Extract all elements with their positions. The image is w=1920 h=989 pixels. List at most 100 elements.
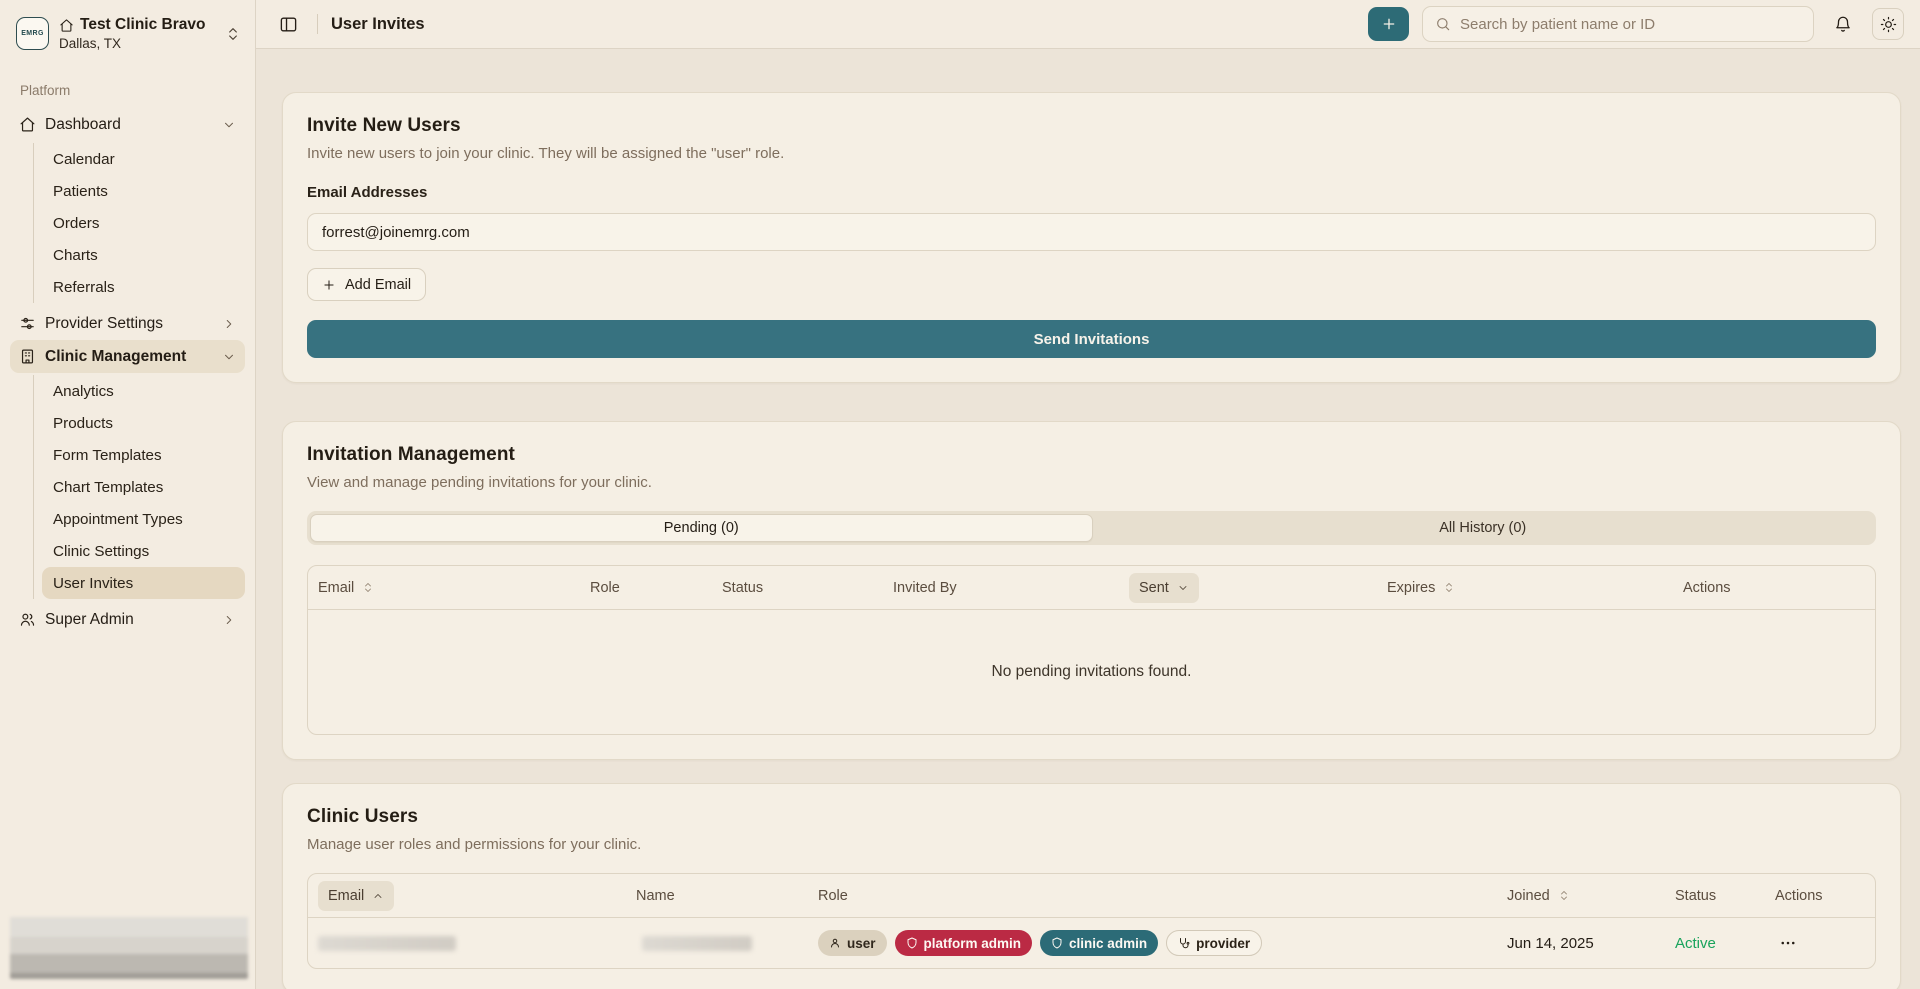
card-title: Clinic Users	[307, 806, 419, 827]
sort-icon	[362, 581, 374, 594]
invitations-table-header: Email Role Status Invited By Sent	[308, 566, 1875, 610]
column-header-actions: Actions	[1683, 579, 1731, 596]
column-header-status: Status	[722, 579, 764, 596]
users-icon	[19, 611, 36, 628]
joined-date: Jun 14, 2025	[1507, 934, 1594, 952]
invitation-management-card: Invitation Management View and manage pe…	[282, 421, 1901, 760]
column-header-actions: Actions	[1775, 887, 1823, 904]
redacted-name	[642, 935, 752, 951]
column-header-invited-by: Invited By	[893, 579, 957, 596]
plus-icon	[322, 278, 336, 292]
bell-icon	[1834, 15, 1852, 33]
sidebar-item-label: Super Admin	[45, 610, 134, 628]
chevron-up-icon	[372, 890, 384, 902]
add-email-button[interactable]: Add Email	[307, 268, 427, 301]
person-icon	[829, 937, 841, 949]
platform-section-label: Platform	[20, 83, 71, 98]
sidebar-item-clinic-management[interactable]: Clinic Management	[10, 340, 245, 373]
stethoscope-icon	[1178, 937, 1190, 949]
theme-toggle-button[interactable]	[1872, 8, 1904, 40]
sidebar-item-appointment-types[interactable]: Appointment Types	[53, 510, 183, 528]
page-title: User Invites	[331, 14, 425, 33]
add-new-button[interactable]	[1368, 7, 1409, 41]
role-badge-clinic-admin[interactable]: clinic admin	[1040, 930, 1159, 956]
send-invitations-button[interactable]: Send Invitations	[307, 320, 1876, 358]
column-header-role: Role	[818, 887, 848, 904]
search-input[interactable]	[1460, 15, 1801, 33]
sidebar-item-user-invites[interactable]: User Invites	[42, 567, 245, 599]
sidebar-item-referrals[interactable]: Referrals	[53, 278, 115, 296]
sidebar-item-products[interactable]: Products	[53, 414, 113, 432]
sidebar-item-form-templates[interactable]: Form Templates	[53, 446, 162, 464]
home-icon	[19, 116, 36, 133]
column-header-email-sort[interactable]: Email	[318, 880, 395, 911]
sidebar-item-provider-settings[interactable]: Provider Settings	[10, 307, 245, 340]
sidebar-item-charts[interactable]: Charts	[53, 246, 98, 264]
sidebar-item-analytics[interactable]: Analytics	[53, 382, 114, 400]
dashboard-sub-list: Calendar Patients Orders Charts Referral…	[33, 143, 245, 303]
card-description: Manage user roles and permissions for yo…	[307, 836, 642, 853]
redacted-email	[318, 935, 456, 951]
card-description: View and manage pending invitations for …	[307, 474, 652, 491]
chevron-down-icon	[1177, 582, 1189, 594]
sidebar-toggle-button[interactable]	[272, 8, 304, 40]
sidebar-item-dashboard[interactable]: Dashboard	[10, 108, 245, 141]
invite-email-field[interactable]	[307, 213, 1876, 251]
sidebar-item-super-admin[interactable]: Super Admin	[10, 603, 245, 636]
ellipsis-icon	[1779, 934, 1797, 952]
sidebar-item-label: Dashboard	[45, 115, 121, 133]
add-email-label: Add Email	[345, 276, 412, 293]
clinic-users-table-header: Email Name Role Joined S	[308, 874, 1875, 918]
sidebar-nav: Dashboard Calendar Patients Orders Chart…	[10, 108, 245, 636]
topbar: User Invites	[256, 0, 1920, 49]
clinic-house-icon	[59, 18, 74, 33]
clinic-location: Dallas, TX	[59, 36, 122, 51]
card-description: Invite new users to join your clinic. Th…	[307, 145, 785, 162]
sidebar-item-patients[interactable]: Patients	[53, 182, 108, 200]
tab-all-history[interactable]: All History (0)	[1439, 520, 1527, 536]
shield-icon	[906, 937, 918, 949]
sidebar: EMRG Test Clinic Bravo Dallas, TX Platfo…	[0, 0, 256, 989]
column-header-status: Status	[1675, 887, 1717, 904]
emrg-logo: EMRG	[16, 17, 49, 50]
sidebar-item-label: Provider Settings	[45, 314, 164, 332]
clinic-switcher[interactable]: EMRG Test Clinic Bravo Dallas, TX	[10, 10, 245, 57]
column-header-name: Name	[636, 887, 675, 904]
column-header-joined[interactable]: Joined	[1507, 888, 1675, 904]
redacted-user-profile[interactable]	[10, 917, 248, 979]
role-badge-user[interactable]: user	[818, 930, 887, 956]
tab-pending[interactable]: Pending (0)	[310, 514, 1093, 542]
search-icon	[1435, 16, 1451, 32]
row-actions-button[interactable]	[1775, 930, 1801, 956]
notifications-button[interactable]	[1827, 8, 1859, 40]
chevron-right-icon	[222, 317, 236, 331]
chevrons-up-down-icon	[225, 26, 241, 42]
sidebar-item-calendar[interactable]: Calendar	[53, 150, 115, 168]
role-badge-platform-admin[interactable]: platform admin	[894, 930, 1033, 956]
column-header-email[interactable]: Email	[318, 580, 590, 596]
column-header-role: Role	[590, 579, 620, 596]
content: Invite New Users Invite new users to joi…	[256, 49, 1920, 989]
plus-icon	[1381, 16, 1397, 32]
clinic-name: Test Clinic Bravo	[80, 16, 206, 33]
clinic-users-table: Email Name Role Joined S	[307, 873, 1876, 969]
sidebar-item-chart-templates[interactable]: Chart Templates	[53, 478, 164, 496]
main-area: User Invites Invite New Users	[256, 0, 1920, 989]
chevron-down-icon	[222, 118, 236, 132]
sort-icon	[1558, 889, 1570, 902]
invite-new-users-card: Invite New Users Invite new users to joi…	[282, 92, 1901, 383]
sidebar-item-orders[interactable]: Orders	[53, 214, 100, 232]
sort-icon	[1443, 581, 1455, 594]
sun-icon	[1880, 16, 1897, 33]
chevron-down-icon	[222, 350, 236, 364]
table-row: user platform admin clinic	[308, 918, 1875, 968]
building-icon	[19, 348, 36, 365]
column-header-expires[interactable]: Expires	[1387, 580, 1683, 596]
role-badges: user platform admin clinic	[818, 930, 1507, 956]
role-badge-provider[interactable]: provider	[1166, 930, 1263, 956]
invitations-table: Email Role Status Invited By Sent	[307, 565, 1876, 735]
card-title: Invitation Management	[307, 444, 515, 465]
sidebar-item-clinic-settings[interactable]: Clinic Settings	[53, 542, 150, 560]
topbar-divider	[317, 14, 318, 34]
sent-filter-dropdown[interactable]: Sent	[1129, 572, 1199, 603]
